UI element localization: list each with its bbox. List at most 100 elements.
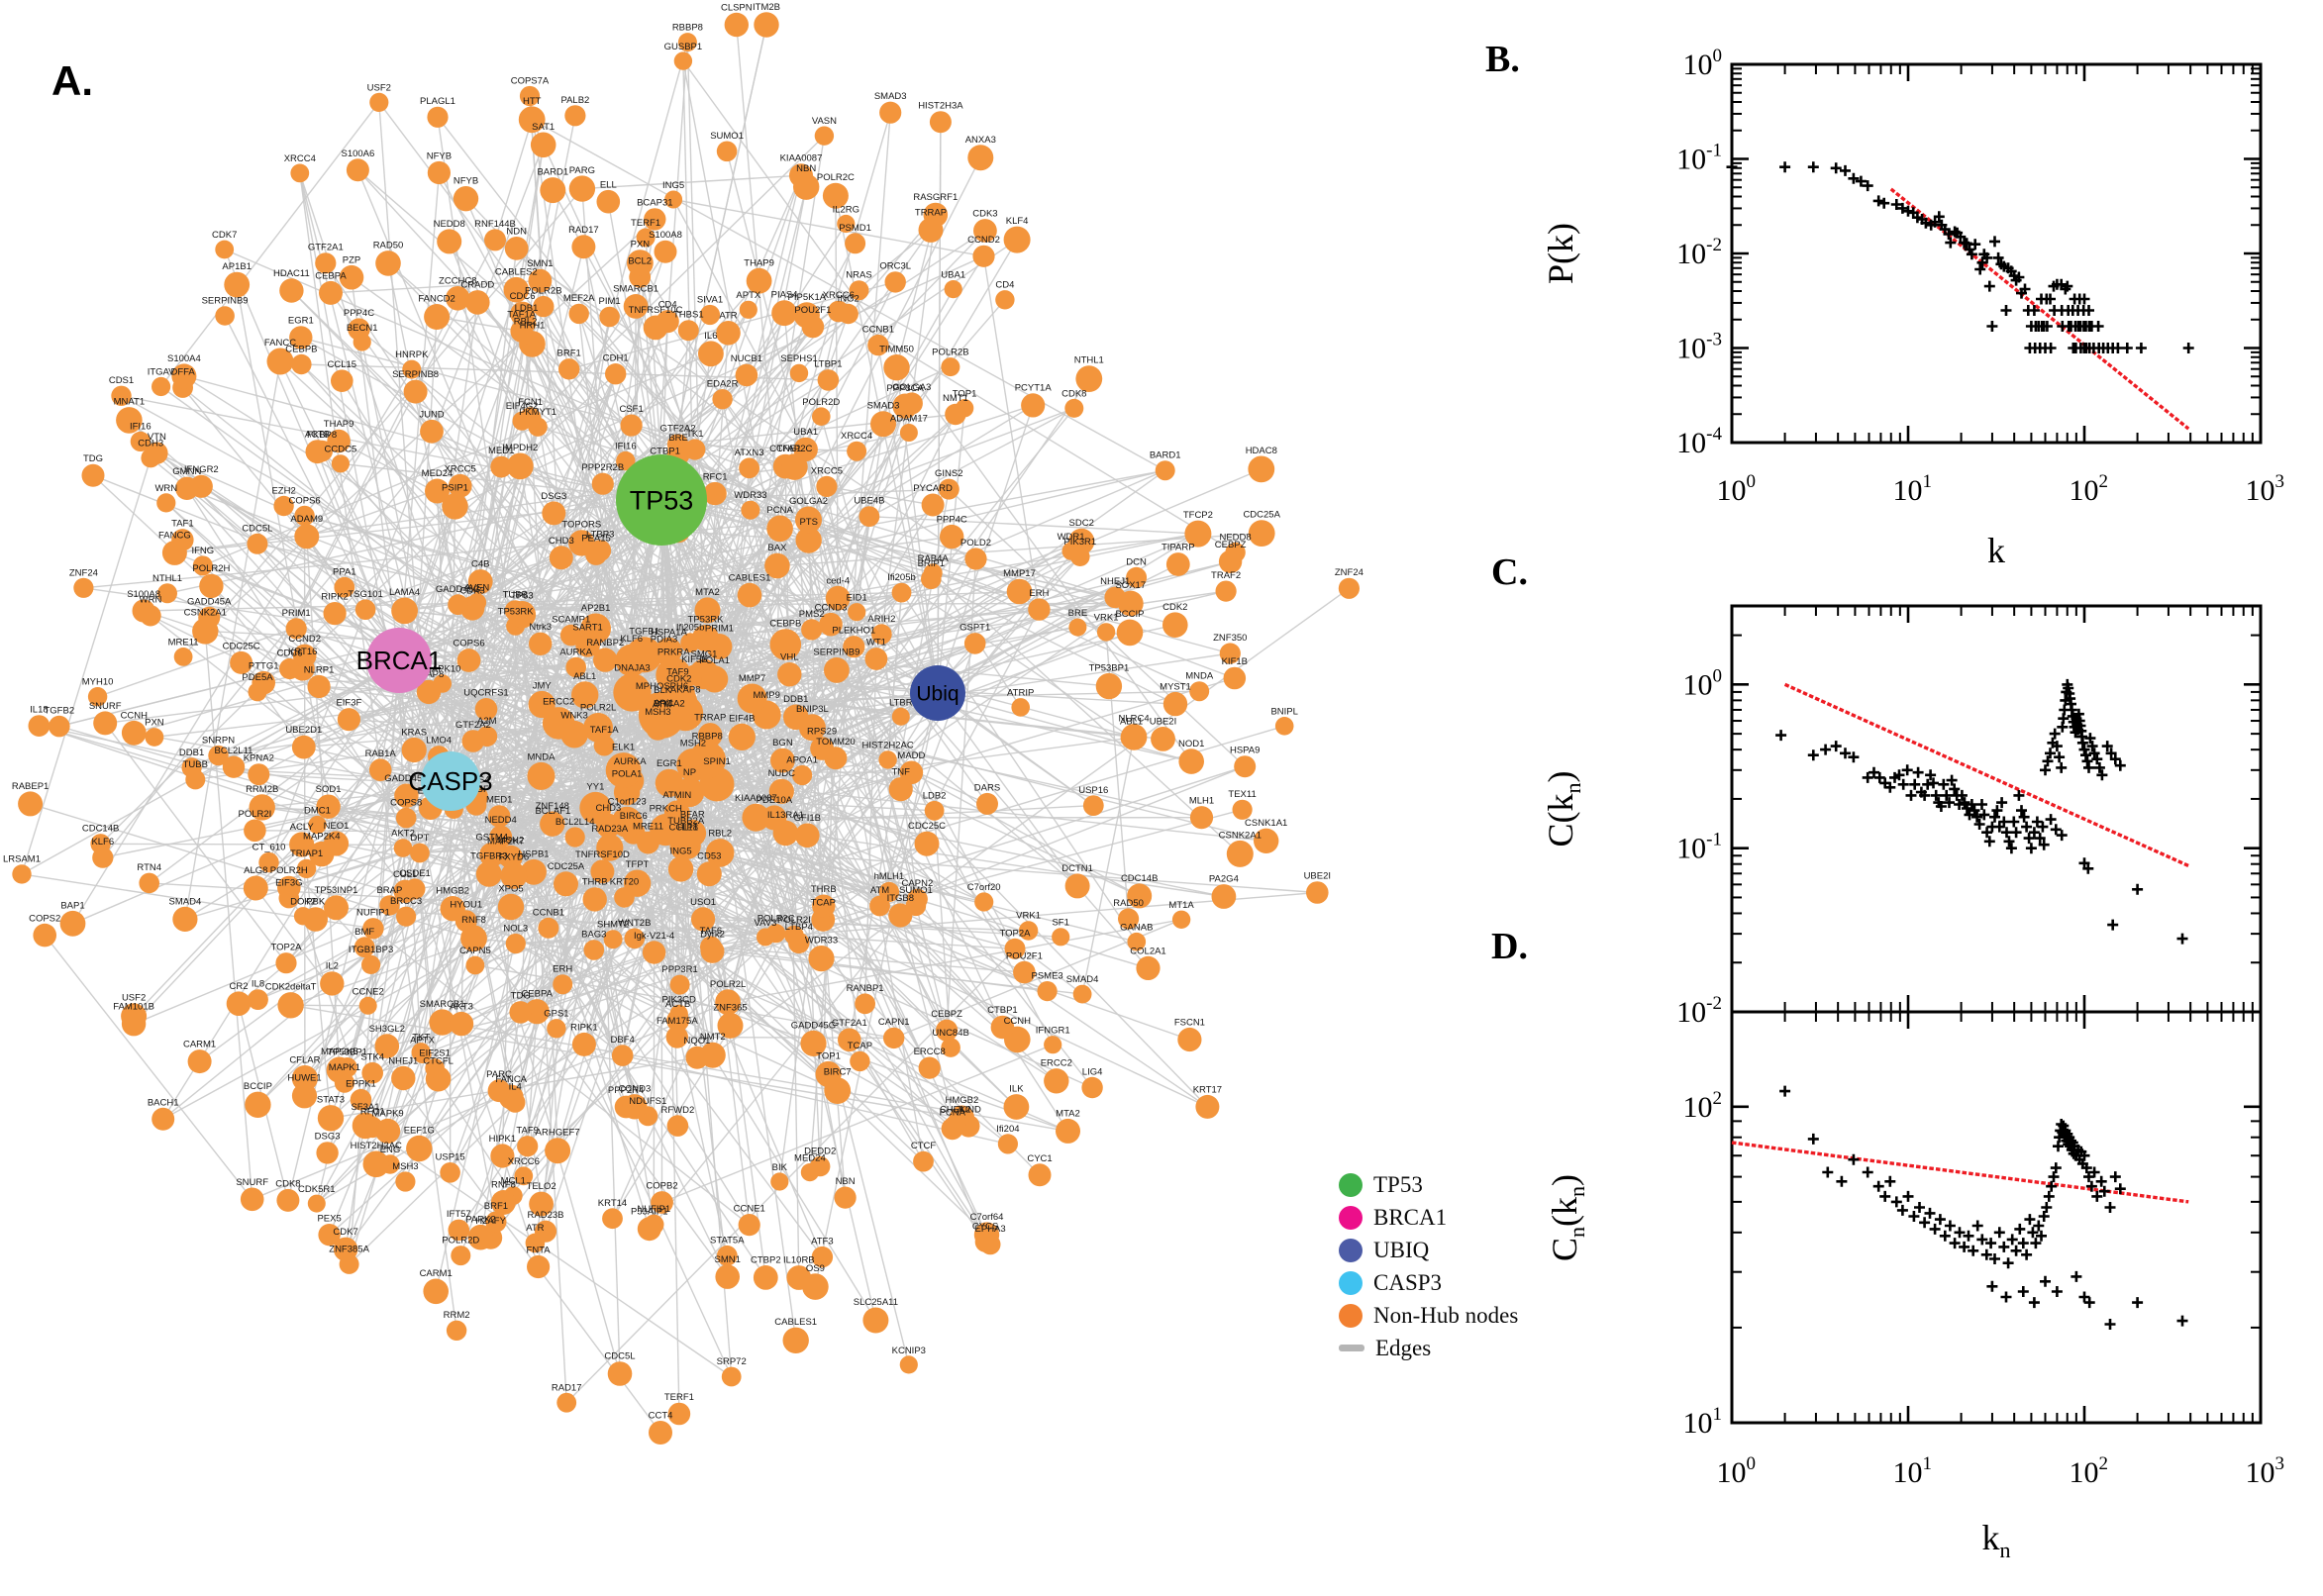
gene-label: AKT3 [450, 1001, 473, 1012]
gene-label: THRB [811, 884, 837, 895]
network-node [656, 310, 679, 334]
gene-label: CDC25C [223, 641, 260, 651]
gene-label: POLR2H [270, 865, 308, 876]
network-edge [44, 935, 253, 1200]
legend-item-label: Edges [1375, 1335, 1432, 1360]
gene-label: UBE2I [1304, 871, 1331, 882]
gene-label: NBN [836, 1176, 856, 1187]
network-node [374, 1034, 400, 1058]
gene-label: RNF144B [474, 219, 516, 230]
legend-item-label: UBIQ [1373, 1237, 1430, 1262]
network-node [1195, 1094, 1220, 1119]
gene-label: CDH3 [138, 438, 163, 449]
gene-label: TSG101 [348, 589, 382, 600]
network-edge [820, 416, 883, 635]
gene-label: HIP1 [677, 823, 698, 834]
gene-label: MNAT1 [114, 397, 146, 408]
network-node [395, 1171, 416, 1192]
network-edge [364, 1125, 733, 1378]
gene-label: ZNF365 [713, 1003, 747, 1014]
network-node [59, 910, 86, 937]
network-node [918, 1056, 941, 1079]
network-node [591, 472, 614, 495]
network-node [623, 294, 649, 319]
gene-label: CDK2 [1162, 602, 1187, 613]
gene-label: BCLAF1 [535, 806, 570, 817]
gene-label: CDC25C [908, 821, 946, 832]
gene-label: MED24 [422, 468, 454, 479]
gene-label: HSPA9 [1230, 746, 1260, 756]
gene-label: BLK [654, 685, 672, 696]
network-node [291, 735, 316, 759]
network-node [864, 648, 888, 670]
gene-label: POLR2B [932, 348, 969, 358]
network-node [420, 419, 444, 444]
gene-label: ABL1 [1120, 717, 1143, 728]
network-node [559, 624, 582, 647]
gene-label: RIPK1 [570, 1022, 597, 1033]
hub-brca1 [366, 628, 432, 693]
network-node [285, 618, 307, 640]
gene-label: TNF [891, 766, 910, 777]
network-node [305, 440, 330, 464]
gene-label: POLD2 [960, 538, 991, 549]
network-node [974, 892, 994, 912]
network-edge [465, 920, 1068, 1133]
gene-label: TAF6 [700, 926, 723, 937]
node-swatch-icon [1339, 1205, 1363, 1230]
legend-item-label: CASP3 [1373, 1269, 1443, 1295]
network-node [199, 573, 224, 599]
network-node [800, 1030, 827, 1056]
network-edge [405, 316, 438, 819]
y-axis-title-B: P(k) [1541, 223, 1580, 284]
network-edge [102, 335, 527, 858]
gene-label: BIRC6 [620, 811, 648, 822]
network-edge [688, 791, 991, 1246]
gene-label: ITGB1BP3 [349, 945, 393, 955]
network-node [768, 778, 794, 804]
network-node [735, 363, 758, 387]
gene-label: COPS6 [453, 639, 484, 649]
gene-label: IL13RA1 [767, 810, 804, 821]
network-edge [21, 457, 152, 875]
legend-item-casp3: CASP3 [1339, 1266, 1518, 1299]
gene-label: CDC6 [277, 648, 303, 658]
network-edge [868, 515, 1198, 535]
gene-label: MTA2 [1056, 1108, 1080, 1119]
gene-label: NBN [796, 163, 816, 174]
gene-label: MED1 [486, 795, 512, 806]
gene-label: COPS7A [511, 75, 550, 86]
gene-label: HIST2H2AC [861, 741, 913, 751]
gene-label: CDC5L [242, 523, 272, 534]
gene-label: POLR2D [442, 1236, 479, 1247]
gene-label: ABL1 [573, 671, 596, 682]
network-node [453, 186, 479, 212]
network-edge [210, 585, 407, 819]
network-node [157, 583, 177, 604]
network-node [620, 414, 643, 437]
network-edge [519, 465, 624, 1056]
network-node [680, 633, 700, 652]
network-node [1037, 981, 1058, 1002]
gene-label: RBBP8 [672, 23, 703, 34]
network-edge [238, 851, 421, 1005]
network-node [1234, 755, 1257, 778]
y-tick-label: 101 [1683, 1404, 1723, 1440]
network-node [528, 268, 553, 293]
gene-label: APTX [410, 1035, 435, 1046]
network-node [834, 1186, 857, 1209]
network-node [1120, 727, 1143, 749]
network-node [891, 707, 910, 726]
gene-label: FANCG [158, 530, 191, 541]
y-axis-title-D: Cn(kn) [1545, 1174, 1589, 1261]
legend-item-brca1: BRCA1 [1339, 1201, 1518, 1234]
network-node [828, 300, 850, 323]
gene-label: VAV3 [755, 918, 777, 929]
gene-label: GADD45G [791, 1020, 836, 1031]
network-edge [683, 846, 1318, 894]
gene-label: CDC14B [82, 824, 120, 835]
gene-label: IMPDH2 [502, 443, 538, 453]
gene-label: MRE11 [633, 821, 663, 832]
gene-label: ZNF350 [1213, 633, 1247, 644]
gene-label: CEBPZ [931, 1009, 962, 1020]
